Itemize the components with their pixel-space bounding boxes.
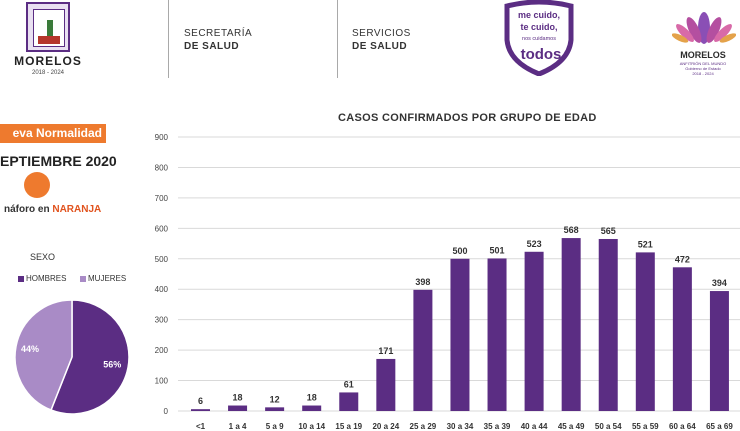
nueva-normalidad-badge: eva Normalidad <box>0 124 106 143</box>
bar-value-label: 500 <box>452 246 467 256</box>
bar <box>376 358 396 411</box>
campaign-shield-logo: me cuido, te cuido, nos cuidamos todos <box>504 0 574 76</box>
campaign-line3: nos cuidamos <box>522 36 556 42</box>
bar <box>598 238 618 411</box>
semaforo-text: náforo en NARANJA <box>4 204 102 215</box>
x-tick-label: 55 a 59 <box>632 422 659 431</box>
y-tick-label: 500 <box>155 255 169 264</box>
sexo-title: SEXO <box>30 252 56 262</box>
divider <box>337 0 338 78</box>
y-tick-label: 0 <box>164 407 169 416</box>
pie-slice-mujeres <box>14 299 73 411</box>
chart-title: CASOS CONFIRMADOS POR GRUPO DE EDAD <box>338 112 597 124</box>
state-name: MORELOS <box>14 54 82 68</box>
x-tick-label: 1 a 4 <box>229 422 247 431</box>
bar <box>265 407 285 411</box>
bar-value-label: 18 <box>233 393 243 403</box>
pie-label-hombres: 56% <box>103 360 121 370</box>
x-tick-label: 40 a 44 <box>521 422 548 431</box>
y-tick-label: 900 <box>155 133 169 142</box>
bar <box>561 238 581 411</box>
y-tick-label: 800 <box>155 163 169 172</box>
lotus-logo <box>672 12 736 44</box>
bar-value-label: 521 <box>638 239 653 249</box>
campaign-line1: me cuido, <box>518 10 560 20</box>
report-date: EPTIEMBRE 2020 <box>0 153 117 169</box>
bar <box>450 258 470 411</box>
x-tick-label: 30 a 34 <box>447 422 474 431</box>
bar-value-label: 18 <box>307 393 317 403</box>
y-tick-label: 300 <box>155 316 169 325</box>
bar <box>228 405 248 411</box>
x-tick-label: 20 a 24 <box>372 422 399 431</box>
bar-value-label: 565 <box>601 226 616 236</box>
x-tick-label: 50 a 54 <box>595 422 622 431</box>
bar <box>487 258 507 411</box>
bar-value-label: 61 <box>344 379 354 389</box>
x-tick-label: 5 a 9 <box>266 422 284 431</box>
semaforo-indicator <box>24 172 50 198</box>
y-tick-label: 100 <box>155 377 169 386</box>
y-tick-label: 600 <box>155 224 169 233</box>
bar <box>709 291 729 411</box>
bar <box>635 252 655 411</box>
y-tick-label: 700 <box>155 194 169 203</box>
servicios-salud-label: SERVICIOS DE SALUD <box>352 28 411 52</box>
bar-value-label: 398 <box>415 277 430 287</box>
x-tick-label: 35 a 39 <box>484 422 511 431</box>
bar-value-label: 12 <box>270 394 280 404</box>
gov-subtitle: ANFITRIÓN DEL MUNDO Gobierno de Estado 2… <box>679 61 727 76</box>
age-group-bar-chart: 0 100 200 300 400 500 600 700 800 900 6 <1 18 1 a 4 12… <box>155 133 740 431</box>
bar <box>191 409 210 411</box>
bar-value-label: 472 <box>675 254 690 264</box>
bar-value-label: 171 <box>378 346 393 356</box>
x-tick-label: 60 a 64 <box>669 422 696 431</box>
state-years: 2018 - 2024 <box>31 70 65 76</box>
pie-label-mujeres: 44% <box>21 344 39 354</box>
x-tick-label: 10 a 14 <box>298 422 325 431</box>
bar-value-label: 501 <box>490 245 505 255</box>
bar-value-label: 568 <box>564 225 579 235</box>
morelos-crest-logo <box>26 2 70 52</box>
x-tick-label: 45 a 49 <box>558 422 585 431</box>
pie-slice-hombres <box>50 299 130 415</box>
semaforo-color: NARANJA <box>52 204 102 215</box>
divider <box>168 0 169 78</box>
y-tick-label: 200 <box>155 346 169 355</box>
bar <box>302 405 322 411</box>
campaign-line4: todos <box>521 46 562 63</box>
bar-value-label: 394 <box>712 278 727 288</box>
x-tick-label: 15 a 19 <box>335 422 362 431</box>
campaign-line2: te cuido, <box>520 22 557 32</box>
header: MORELOS 2018 - 2024 SECRETARÍA DE SALUD … <box>0 0 740 95</box>
legend-mujeres: MUJERES <box>80 274 126 283</box>
x-tick-label: 65 a 69 <box>706 422 733 431</box>
x-tick-label: 25 a 29 <box>410 422 437 431</box>
sexo-pie-chart: 56% 44% <box>14 299 130 415</box>
bar <box>524 251 544 411</box>
bar <box>413 289 433 411</box>
legend-hombres: HOMBRES <box>18 274 66 283</box>
y-tick-label: 400 <box>155 285 169 294</box>
bar-value-label: 6 <box>198 396 203 406</box>
bar <box>339 392 359 411</box>
secretaria-salud-label: SECRETARÍA DE SALUD <box>184 28 253 52</box>
bar-value-label: 523 <box>527 239 542 249</box>
gov-name: MORELOS <box>680 50 726 60</box>
x-tick-label: <1 <box>196 422 206 431</box>
bar <box>672 267 692 411</box>
